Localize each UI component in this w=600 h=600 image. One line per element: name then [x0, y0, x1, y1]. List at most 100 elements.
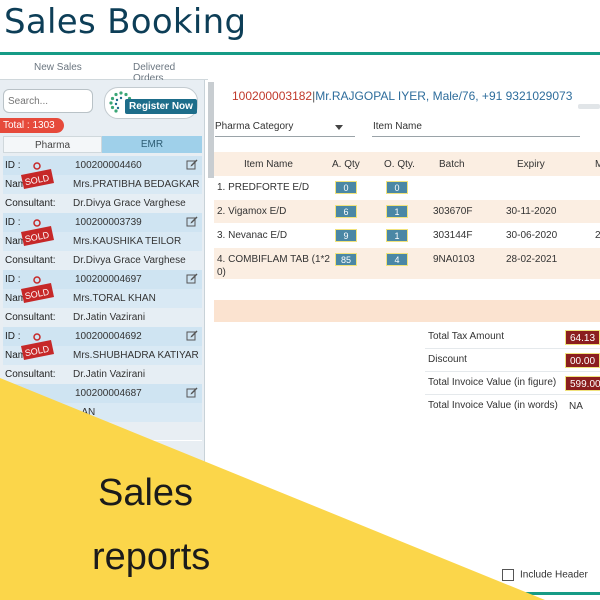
- pharma-category-label: Pharma Category: [215, 121, 294, 132]
- patient-list: ID : 100200004460 Name Mrs.PRATIBHA BEDA…: [3, 156, 202, 441]
- consultant-label: Consultant:: [5, 198, 56, 209]
- tab-new-sales[interactable]: New Sales: [34, 62, 82, 73]
- edit-icon[interactable]: [186, 215, 198, 227]
- patient-id: 100200004687: [75, 388, 142, 399]
- table-row[interactable]: 1. PREDFORTE E/D 0 0: [214, 176, 600, 200]
- sidebar-tabs: Pharma EMR: [3, 136, 202, 153]
- patient-id-row: ID : 100200004460: [3, 156, 202, 175]
- patient-card[interactable]: 100200004687 ...AN: [3, 384, 202, 441]
- name-label: Name: [5, 236, 32, 247]
- bottom-divider: [490, 592, 600, 595]
- search-input[interactable]: [3, 89, 93, 113]
- invoice-words-value: NA: [569, 401, 583, 412]
- o-qty-input[interactable]: 4: [386, 253, 408, 266]
- register-now-label: Register Now: [125, 99, 197, 114]
- chevron-down-icon: [335, 125, 343, 130]
- include-header-label: Include Header: [520, 569, 588, 581]
- patient-consultant: Dr.Jatin Vazirani: [73, 312, 146, 323]
- patient-name: Mrs.SHUBHADRA KATIYAR: [73, 350, 199, 361]
- table-row[interactable]: 2. Vigamox E/D 6 1 303670F 30-11-2020: [214, 200, 600, 224]
- a-qty-value: 0: [335, 181, 357, 194]
- edit-icon[interactable]: [186, 386, 198, 398]
- sold-text: SOLD: [24, 287, 50, 302]
- patient-header-id: 100200003182: [232, 89, 313, 103]
- sold-text: SOLD: [24, 173, 50, 188]
- sold-stamp-icon: SOLD: [21, 333, 54, 360]
- tab-emr[interactable]: EMR: [102, 136, 202, 153]
- patient-id: 100200004460: [75, 160, 142, 171]
- tab-pharma[interactable]: Pharma: [3, 136, 102, 153]
- item-name: 1. PREDFORTE E/D: [217, 182, 310, 193]
- expiry-value: 28-02-2021: [506, 254, 558, 265]
- patient-id-row: ID : 100200004697: [3, 270, 202, 289]
- patient-header-separator: |: [312, 89, 316, 103]
- include-header-toggle[interactable]: Include Header: [502, 569, 588, 581]
- consultant-label: Consultant:: [5, 255, 56, 266]
- invoice-figure-value: 599.00: [565, 376, 600, 391]
- sold-stamp-icon: SOLD: [21, 276, 54, 303]
- o-qty-input[interactable]: 0: [386, 181, 408, 194]
- patient-id-row: ID : 100200004692: [3, 327, 202, 346]
- item-name: 3. Nevanac E/D: [217, 230, 288, 241]
- patient-name: Mrs.KAUSHIKA TEILOR: [73, 236, 182, 247]
- table-row[interactable]: 4. COMBIFLAM TAB (1*2 0) 85 4 9NA0103 28…: [214, 248, 600, 280]
- edit-icon[interactable]: [186, 272, 198, 284]
- id-label: ID :: [5, 331, 21, 342]
- patient-id-row: ID : 100200003739: [3, 213, 202, 232]
- header-item-name: Item Name: [244, 159, 293, 170]
- total-count-badge: Total : 1303: [0, 118, 64, 133]
- discount-value[interactable]: 00.00: [565, 353, 600, 368]
- header-more: M: [595, 159, 600, 170]
- patient-header-info: Mr.RAJGOPAL IYER, Male/76, +91 932102907…: [315, 89, 573, 103]
- patient-consultant: Dr.Jatin Vazirani: [73, 369, 146, 380]
- invoice-figure-label: Total Invoice Value (in figure): [428, 377, 557, 388]
- a-qty-value: 6: [335, 205, 357, 218]
- o-qty-input[interactable]: 1: [386, 229, 408, 242]
- item-name: 4. COMBIFLAM TAB (1*2: [217, 254, 330, 265]
- horizontal-scroll-handle[interactable]: [578, 104, 600, 109]
- patient-consultant-row: Consultant: Dr.Jatin Vazirani: [3, 308, 202, 327]
- patient-consultant: Dr.Divya Grace Varghese: [73, 198, 186, 209]
- items-table: Item Name A. Qty O. Qty. Batch Expiry M …: [214, 152, 600, 280]
- app-title: Sales Booking: [4, 2, 247, 42]
- more-value: 2: [595, 230, 600, 241]
- name-label: Name: [5, 293, 32, 304]
- patient-name: Mrs.PRATIBHA BEDAGKAR: [73, 179, 200, 190]
- include-header-checkbox[interactable]: [502, 569, 514, 581]
- edit-icon[interactable]: [186, 158, 198, 170]
- patient-consultant: Dr.Divya Grace Varghese: [73, 255, 186, 266]
- sold-text: SOLD: [24, 344, 50, 359]
- pharma-category-select[interactable]: Pharma Category: [215, 117, 355, 137]
- expiry-value: 30-11-2020: [506, 206, 557, 217]
- batch-value: 303670F: [433, 206, 473, 217]
- patient-consultant-row: Consultant: Dr.Jatin Vazirani: [3, 365, 202, 384]
- patient-card[interactable]: ID : 100200003739 Name Mrs.KAUSHIKA TEIL…: [3, 213, 202, 270]
- item-name-field[interactable]: Item Name: [372, 117, 580, 137]
- patient-card[interactable]: ID : 100200004692 Name Mrs.SHUBHADRA KAT…: [3, 327, 202, 384]
- batch-value: 303144F: [433, 230, 473, 241]
- discount-label: Discount: [428, 354, 467, 365]
- a-qty-value: 9: [335, 229, 357, 242]
- consultant-label: Consultant:: [5, 312, 56, 323]
- invoice-words-label: Total Invoice Value (in words): [428, 400, 558, 411]
- edit-icon[interactable]: [186, 329, 198, 341]
- expiry-value: 30-06-2020: [506, 230, 558, 241]
- panel-scrollbar[interactable]: [208, 82, 214, 178]
- patient-card[interactable]: ID : 100200004697 Name Mrs.TORAL KHAN Co…: [3, 270, 202, 327]
- table-row[interactable]: 3. Nevanac E/D 9 1 303144F 30-06-2020 2: [214, 224, 600, 248]
- patient-header: 100200003182|Mr.RAJGOPAL IYER, Male/76, …: [232, 89, 572, 103]
- discount-row: Discount 00.00: [425, 349, 600, 372]
- batch-value: 9NA0103: [433, 254, 475, 265]
- total-tax-label: Total Tax Amount: [428, 331, 504, 342]
- title-divider: [0, 52, 600, 55]
- register-now-button[interactable]: Register Now: [104, 87, 198, 119]
- patient-card[interactable]: ID : 100200004460 Name Mrs.PRATIBHA BEDA…: [3, 156, 202, 213]
- patient-id: 100200004697: [75, 274, 142, 285]
- o-qty-input[interactable]: 1: [386, 205, 408, 218]
- header-expiry: Expiry: [517, 159, 545, 170]
- patient-name: ...AN: [73, 407, 96, 418]
- sold-text: SOLD: [24, 230, 50, 245]
- sold-stamp-icon: SOLD: [21, 162, 54, 189]
- tab-delivered-orders[interactable]: Delivered Orders: [133, 62, 176, 84]
- patient-id: 100200004692: [75, 331, 142, 342]
